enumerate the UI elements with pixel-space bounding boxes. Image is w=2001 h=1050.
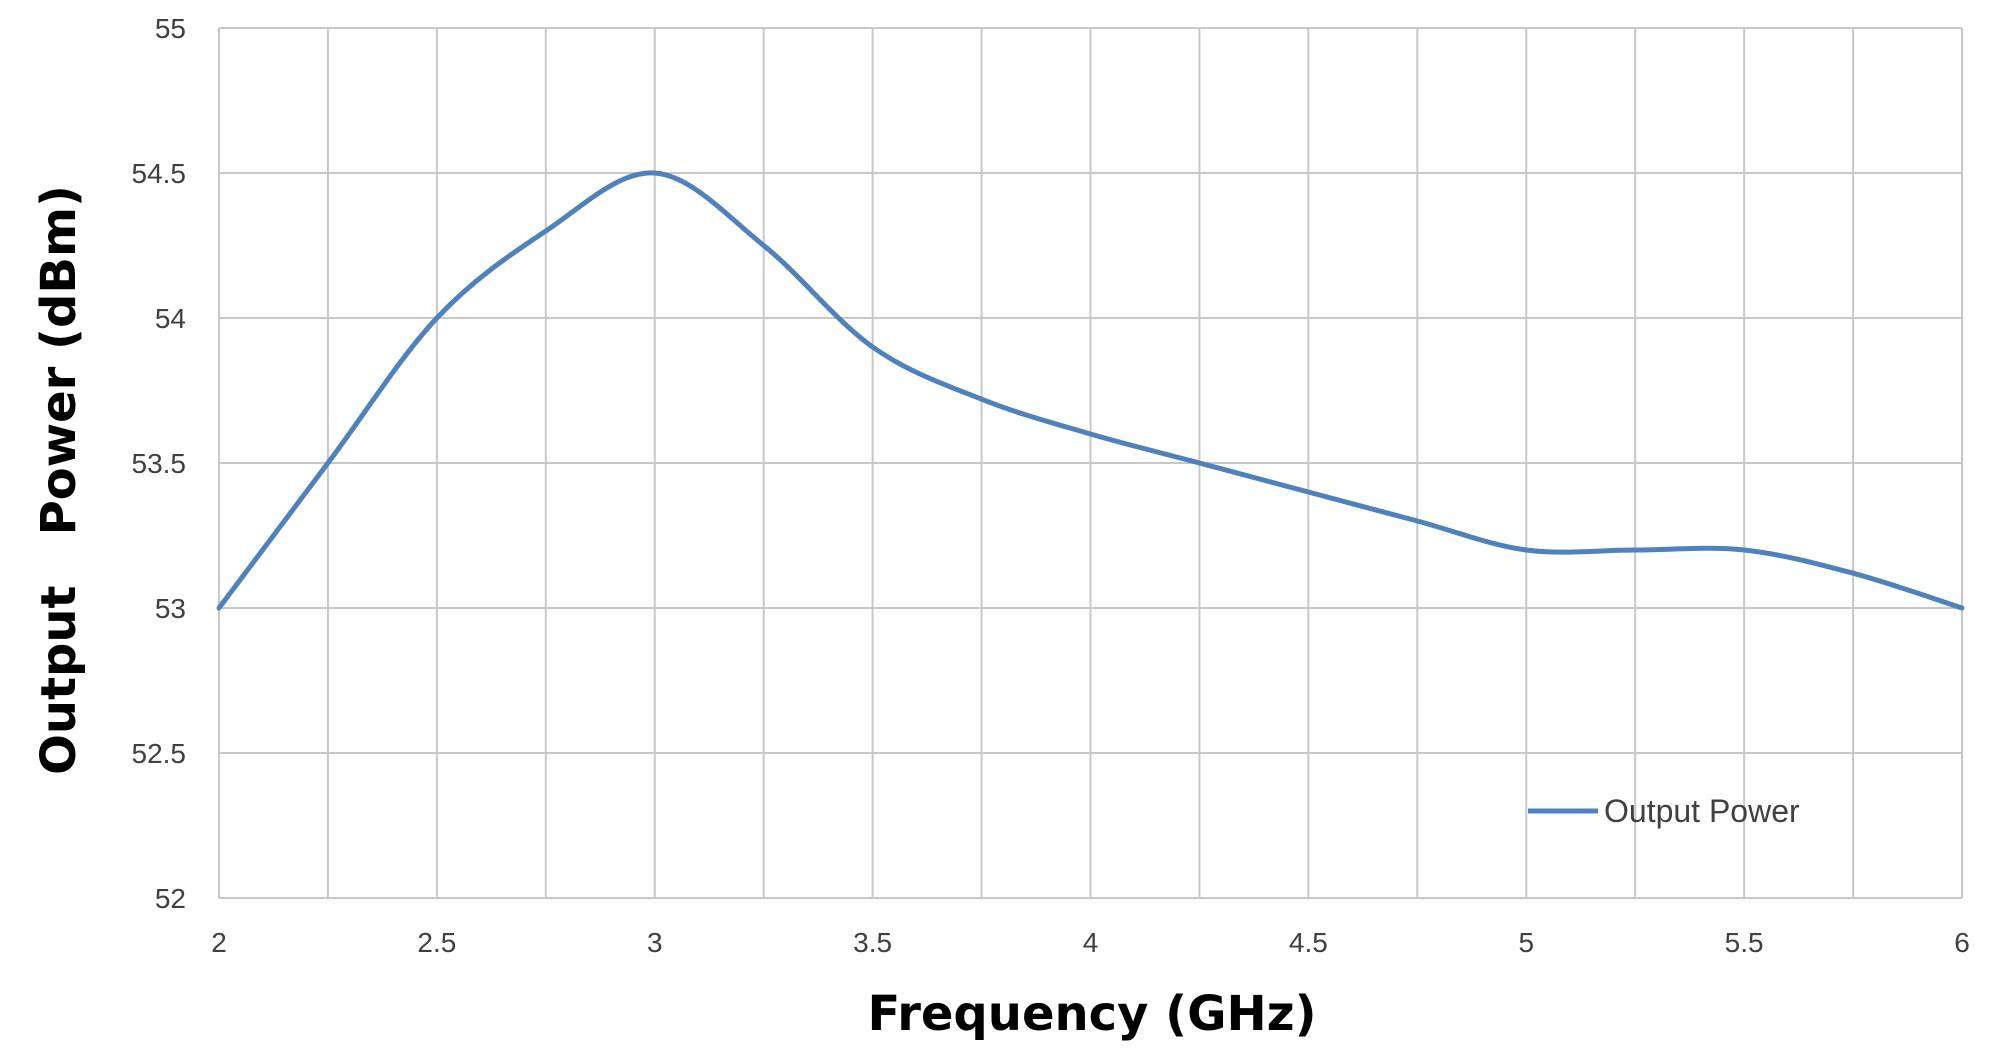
y-tick-label: 54 [155,303,186,334]
y-tick-label: 52 [155,883,186,914]
y-tick-label: 54.5 [132,158,187,189]
x-tick-label: 2 [211,927,227,958]
series-layer [216,170,1965,611]
tick-labels: 2 2.5 3 3.5 4 4.5 5 5.5 6 52 52.5 53 53.5 54 54.5 55 [132,13,1970,958]
y-tick-label: 53.5 [132,448,187,479]
x-tick-label: 4.5 [1289,927,1328,958]
legend-label-output-power: Output Power [1604,793,1800,829]
grid-layer [218,27,1963,899]
series-line-output-power [216,170,1965,611]
x-tick-label: 4 [1083,927,1099,958]
y-tick-label: 52.5 [132,738,187,769]
y-tick-label: 55 [155,13,186,44]
x-axis-title: Frequency (GHz) [867,986,1316,1042]
y-tick-label: 53 [155,593,186,624]
x-tick-label: 5 [1518,927,1534,958]
legend: Output Power [1528,793,1800,829]
x-tick-label: 3.5 [853,927,892,958]
x-tick-label: 3 [647,927,663,958]
x-tick-label: 5.5 [1725,927,1764,958]
x-tick-label: 6 [1954,927,1970,958]
x-tick-label: 2.5 [417,927,456,958]
y-axis-title: Output Power (dBm) [31,185,87,775]
